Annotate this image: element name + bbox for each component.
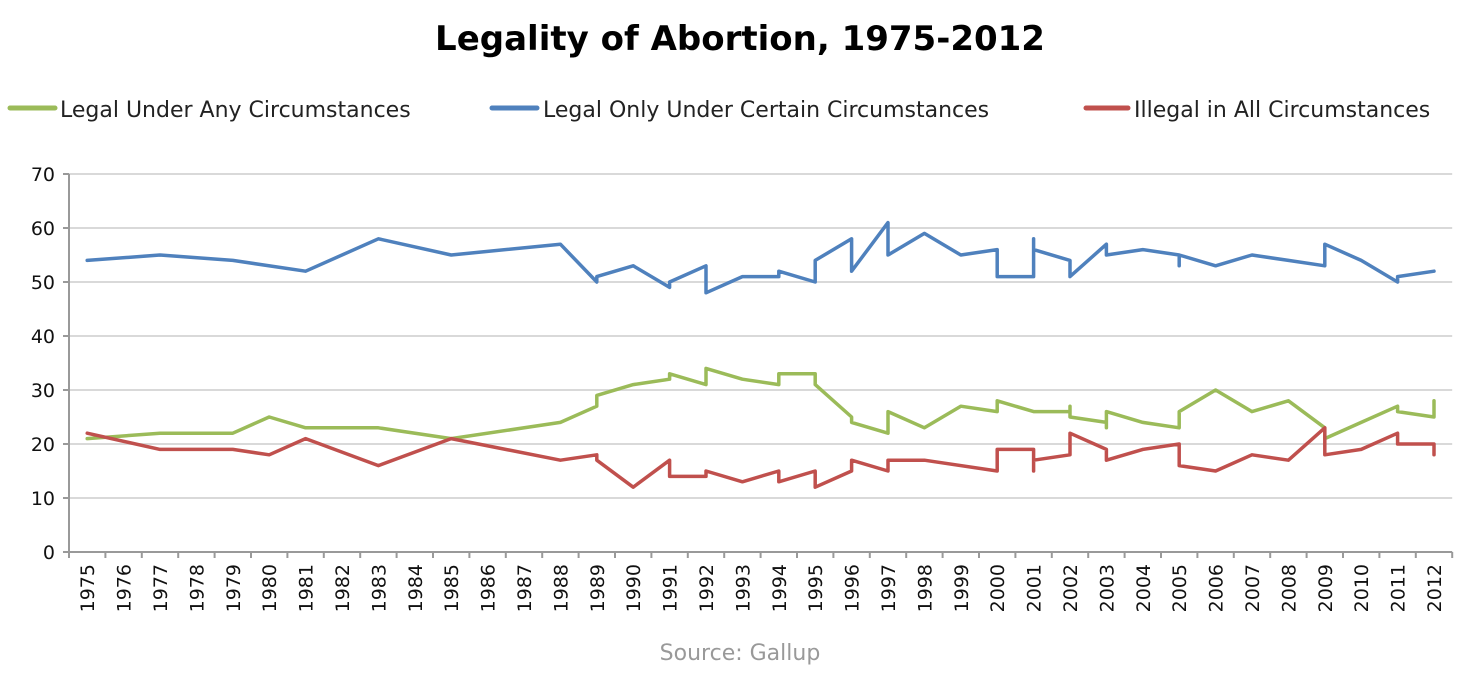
x-tick-label: 2012 xyxy=(1424,564,1446,612)
x-tick-label: 1997 xyxy=(878,564,900,612)
x-tick-label: 1992 xyxy=(696,564,718,612)
source-note: Source: Gallup xyxy=(660,641,821,666)
x-tick-label: 1976 xyxy=(114,564,136,612)
y-tick-label: 20 xyxy=(31,434,55,456)
series-line-1 xyxy=(85,220,1436,295)
series-line-2 xyxy=(85,426,1436,489)
legend-label: Legal Only Under Certain Circumstances xyxy=(543,98,989,123)
x-tick-label: 2003 xyxy=(1096,564,1118,612)
x-tick-label: 2010 xyxy=(1351,564,1373,612)
x-tick-label: 1982 xyxy=(332,564,354,612)
x-tick-label: 2009 xyxy=(1315,564,1337,612)
x-tick-label: 2011 xyxy=(1388,564,1410,612)
x-tick-label: 1977 xyxy=(150,564,172,612)
x-tick-label: 1988 xyxy=(550,564,572,612)
x-tick-label: 1989 xyxy=(587,564,609,612)
x-tick-label: 1981 xyxy=(296,564,318,612)
series-line-0 xyxy=(85,366,1436,441)
y-tick-label: 60 xyxy=(31,218,55,240)
legend: Legal Under Any Circumstances Legal Only… xyxy=(7,98,1430,123)
y-axis: 0 10 20 30 40 50 60 70 xyxy=(31,164,70,564)
x-tick-label: 1975 xyxy=(77,564,99,612)
y-tick-label: 70 xyxy=(31,164,55,186)
x-tick-label: 2002 xyxy=(1060,564,1082,612)
legend-item-legal-any: Legal Under Any Circumstances xyxy=(7,98,411,123)
x-tick-label: 2005 xyxy=(1169,564,1191,612)
x-tick-label: 1990 xyxy=(623,564,645,612)
x-tick-label: 1987 xyxy=(514,564,536,612)
legend-label: Legal Under Any Circumstances xyxy=(60,98,411,123)
y-tick-label: 30 xyxy=(31,380,55,402)
x-tick-label: 1979 xyxy=(223,564,245,612)
x-tick-label: 2007 xyxy=(1242,564,1264,612)
x-tick-label: 1998 xyxy=(914,564,936,612)
x-tick-label: 2006 xyxy=(1206,564,1228,612)
x-tick-label: 2000 xyxy=(987,564,1009,612)
series-lines xyxy=(85,220,1436,489)
gridlines xyxy=(69,173,1453,499)
y-tick-label: 0 xyxy=(43,542,55,564)
y-tick-label: 40 xyxy=(31,326,55,348)
x-axis: 1975 1976 1977 1978 1979 1980 1981 1982 1983 1984… xyxy=(68,551,1454,612)
x-tick-label: 2001 xyxy=(1024,564,1046,612)
x-tick-label: 1984 xyxy=(405,564,427,612)
legend-item-illegal-all: Illegal in All Circumstances xyxy=(1083,98,1430,123)
x-tick-label: 1983 xyxy=(368,564,390,612)
x-tick-label: 1995 xyxy=(805,564,827,612)
y-tick-label: 10 xyxy=(31,488,55,510)
x-tick-label: 1980 xyxy=(259,564,281,612)
legend-item-legal-certain: Legal Only Under Certain Circumstances xyxy=(489,98,989,123)
x-tick-label: 1999 xyxy=(951,564,973,612)
x-tick-label: 2004 xyxy=(1133,564,1155,612)
x-tick-label: 2008 xyxy=(1278,564,1300,612)
x-tick-label: 1996 xyxy=(842,564,864,612)
x-tick-label: 1985 xyxy=(441,564,463,612)
x-tick-label: 1978 xyxy=(186,564,208,612)
x-tick-label: 1994 xyxy=(769,564,791,612)
x-tick-label: 1993 xyxy=(732,564,754,612)
legend-label: Illegal in All Circumstances xyxy=(1134,98,1430,123)
chart-title: Legality of Abortion, 1975-2012 xyxy=(435,19,1045,59)
x-tick-label: 1991 xyxy=(660,564,682,612)
x-tick-label: 1986 xyxy=(478,564,500,612)
y-tick-label: 50 xyxy=(31,272,55,294)
